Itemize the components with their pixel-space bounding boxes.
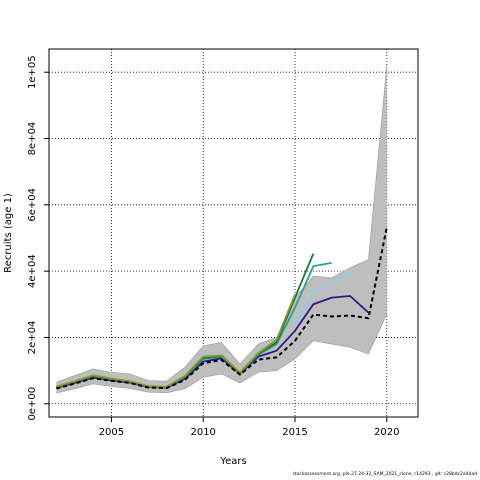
confidence-band <box>56 65 388 394</box>
x-tick-label: 2010 <box>190 427 215 438</box>
x-tick-label: 2020 <box>374 427 399 438</box>
x-tick-label: 2005 <box>99 427 124 438</box>
y-tick-label: 6e+04 <box>27 188 38 222</box>
axes: 2005 2010 2015 2020 0e+00 2e+04 4e+04 6e+04 8e+0… <box>27 55 400 438</box>
x-axis-title: Years <box>219 456 246 467</box>
series-line-3 <box>294 271 351 325</box>
series-line-6 <box>56 293 296 388</box>
series-line-1 <box>56 227 388 390</box>
y-tick-label: 8e+04 <box>27 122 38 156</box>
y-tick-label: 2e+04 <box>27 321 38 355</box>
y-tick-label: 0e+00 <box>27 387 38 421</box>
y-tick-label: 4e+04 <box>27 254 38 288</box>
band-upper-edge <box>56 65 388 383</box>
x-tick-label: 2015 <box>282 427 307 438</box>
series-line-2 <box>56 295 370 389</box>
plot-frame <box>48 48 419 418</box>
series-lines <box>56 227 388 390</box>
band-lower-edge <box>56 314 388 394</box>
y-axis-title: Recruits (age 1) <box>3 193 14 273</box>
footer-credit: stockassessment.org, ple.27.24-32_SAM_20… <box>292 472 477 477</box>
confidence-band-area <box>56 65 387 394</box>
y-tick-label: 1e+05 <box>27 55 38 89</box>
